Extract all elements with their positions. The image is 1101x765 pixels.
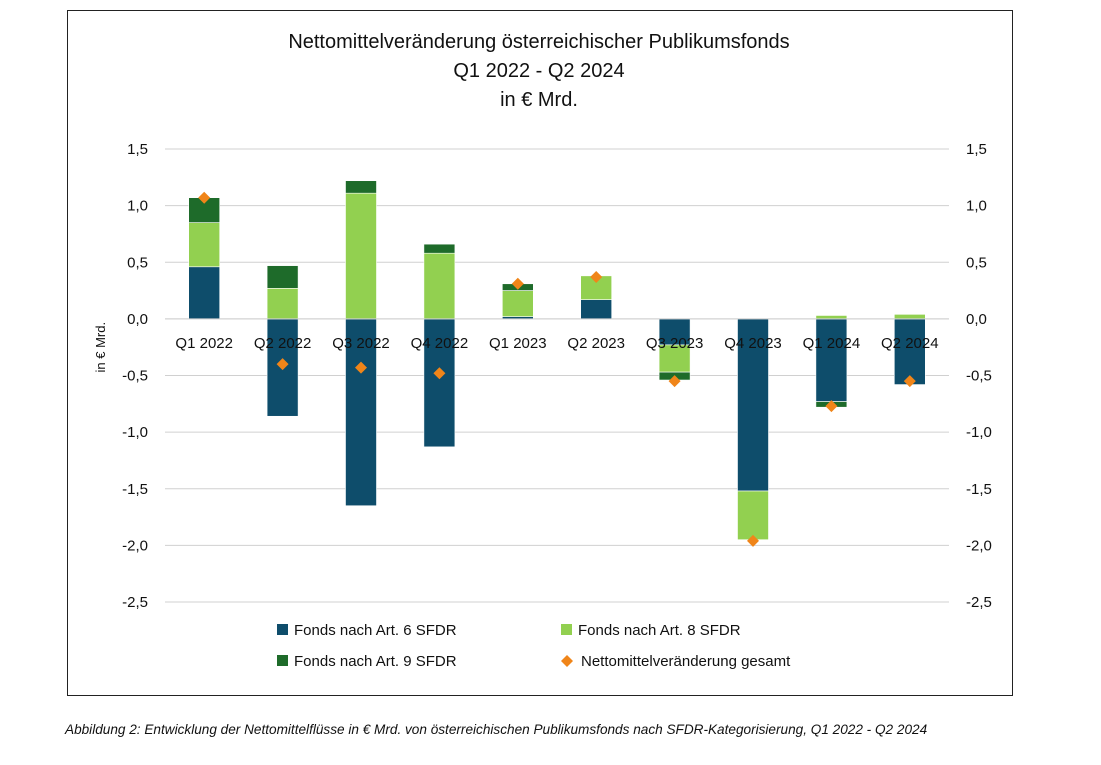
x-category-label: Q3 2023	[646, 335, 704, 352]
total-marker-q2-2023	[590, 270, 603, 283]
y-tick-label-left: -0,5	[122, 368, 148, 385]
total-marker-q1-2023	[511, 277, 524, 290]
x-category-label: Q2 2022	[254, 335, 312, 352]
y-tick-label-left: 0,0	[127, 311, 148, 328]
y-tick-label-right: -1,5	[966, 481, 992, 498]
y-tick-label-left: -2,5	[122, 594, 148, 611]
legend-swatch-1	[277, 624, 288, 635]
bar-3-q2-2022	[266, 265, 299, 289]
bar-1-q2-2024	[893, 318, 926, 385]
bar-2-q3-2022	[345, 192, 377, 320]
chart-title-line-3: in € Mrd.	[500, 89, 578, 111]
bar-1-q2-2023	[580, 299, 613, 320]
y-axis-title: in € Mrd.	[93, 322, 108, 373]
bar-2-q2-2022	[266, 287, 299, 320]
total-marker-q4-2022	[433, 367, 446, 380]
figure-caption: Abbildung 2: Entwicklung der Nettomittel…	[65, 722, 928, 737]
x-category-label: Q4 2023	[724, 335, 782, 352]
x-category-label: Q1 2023	[489, 335, 547, 352]
legend-swatch-2	[561, 624, 572, 635]
total-marker-q2-2022	[276, 358, 289, 371]
bar-2-q1-2023	[501, 290, 534, 317]
y-tick-label-right: 1,5	[966, 141, 987, 158]
bar-2-q1-2024	[815, 315, 848, 320]
legend-label-1: Fonds nach Art. 6 SFDR	[294, 622, 457, 639]
total-marker-q3-2022	[355, 361, 367, 374]
bar-1-q1-2022	[188, 266, 220, 320]
x-category-label: Q3 2022	[332, 335, 390, 352]
chart-title-line-2: Q1 2022 - Q2 2024	[453, 60, 624, 82]
bar-3-q3-2022	[345, 180, 377, 194]
bar-2-q1-2022	[188, 222, 220, 268]
legend-swatch-4	[561, 655, 573, 667]
y-tick-label-right: -0,5	[966, 368, 992, 385]
x-category-label: Q4 2022	[411, 335, 469, 352]
legend-label-3: Fonds nach Art. 9 SFDR	[294, 653, 457, 670]
x-category-label: Q1 2022	[175, 335, 233, 352]
legend-swatch-3	[277, 655, 288, 666]
y-tick-label-right: -2,5	[966, 594, 992, 611]
y-tick-label-left: 1,0	[127, 198, 148, 215]
y-tick-label-left: -1,5	[122, 481, 148, 498]
total-marker-q4-2023	[747, 534, 759, 547]
y-tick-label-left: 0,5	[127, 254, 148, 271]
y-tick-label-left: -1,0	[122, 424, 148, 441]
bar-1-q4-2022	[423, 318, 456, 448]
bar-2-q2-2024	[893, 314, 926, 320]
bar-2-q4-2023	[737, 490, 769, 541]
x-category-label: Q1 2024	[803, 335, 861, 352]
total-marker-q1-2022	[198, 191, 211, 204]
bar-3-q4-2022	[423, 243, 456, 254]
legend-label-4: Nettomittelveränderung gesamt	[581, 653, 791, 670]
y-tick-label-right: -2,0	[966, 537, 992, 554]
bar-2-q3-2023	[658, 344, 691, 373]
x-category-label: Q2 2023	[567, 335, 625, 352]
legend-label-2: Fonds nach Art. 8 SFDR	[578, 622, 741, 639]
chart-frame: Nettomittelveränderung österreichischer …	[67, 10, 1013, 696]
y-tick-label-right: 0,0	[966, 311, 987, 328]
bar-2-q4-2022	[423, 252, 456, 320]
bar-1-q3-2022	[345, 318, 377, 507]
y-tick-label-left: -2,0	[122, 537, 148, 554]
y-tick-label-right: -1,0	[966, 424, 992, 441]
chart-title-line-1: Nettomittelveränderung österreichischer …	[288, 31, 789, 53]
bar-1-q1-2024	[815, 318, 848, 402]
x-category-label: Q2 2024	[881, 335, 939, 352]
y-tick-label-right: 1,0	[966, 198, 987, 215]
total-marker-q2-2024	[903, 375, 916, 388]
chart-svg: Nettomittelveränderung österreichischer …	[93, 31, 992, 670]
y-tick-label-right: 0,5	[966, 254, 987, 271]
total-marker-q3-2023	[668, 375, 681, 388]
total-marker-q1-2024	[825, 400, 838, 413]
y-tick-label-left: 1,5	[127, 141, 148, 158]
